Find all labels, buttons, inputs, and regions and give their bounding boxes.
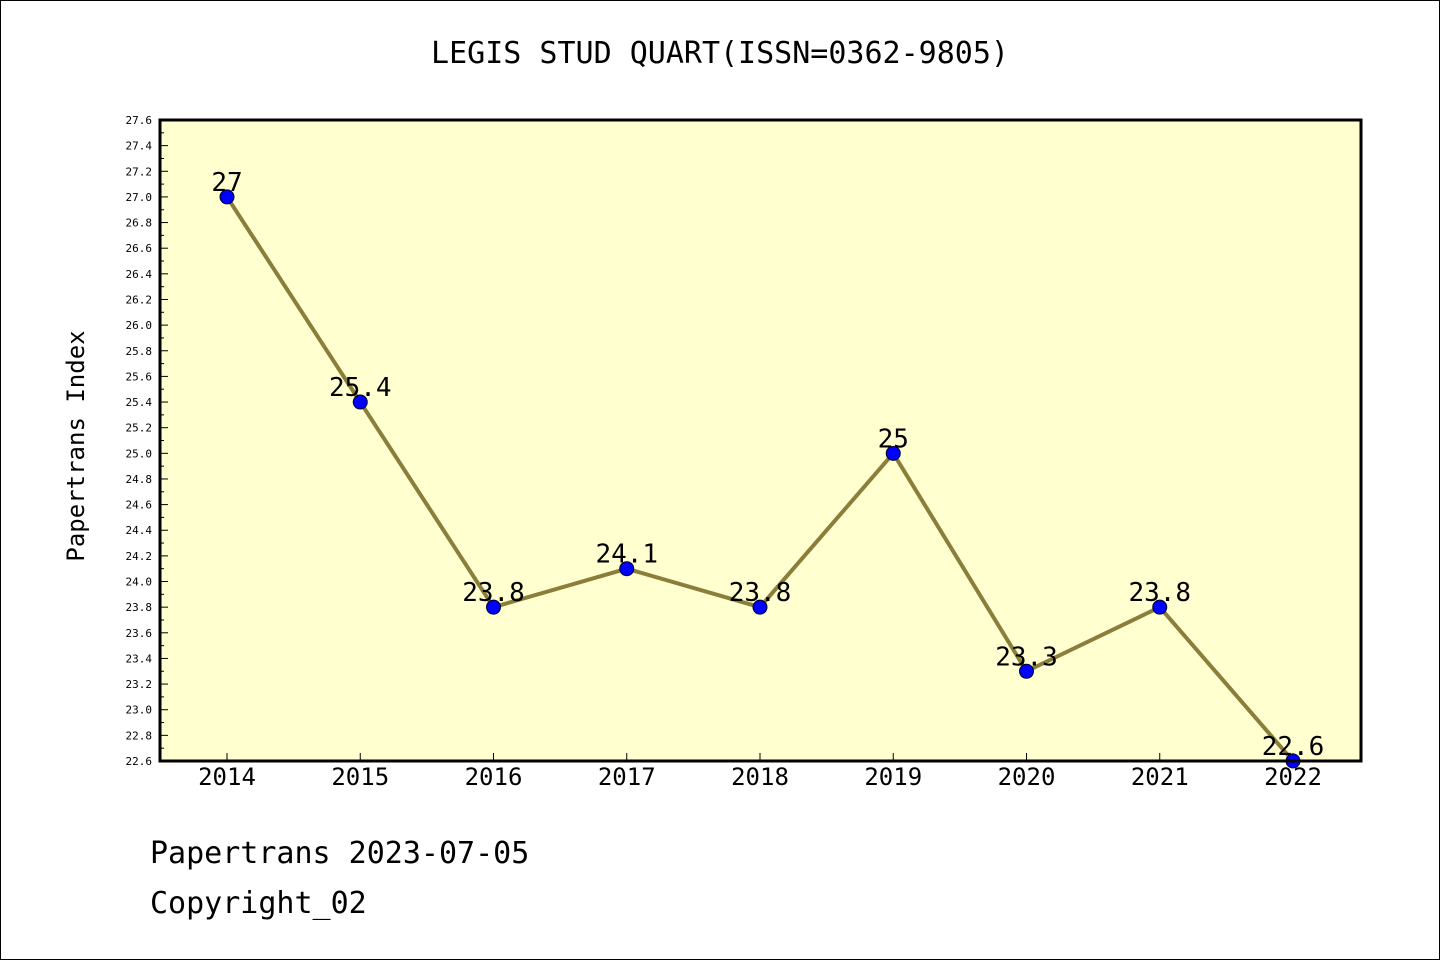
y-tick-label: 26.8 (126, 217, 153, 230)
y-tick-label: 24.0 (126, 576, 153, 589)
y-tick-label: 26.2 (126, 293, 153, 306)
y-tick-label: 22.6 (126, 755, 153, 768)
data-label: 25.4 (329, 373, 392, 403)
data-label: 23.8 (462, 578, 525, 608)
x-tick-label: 2021 (1131, 763, 1189, 791)
x-tick-label: 2017 (598, 763, 656, 791)
data-point (619, 561, 635, 577)
data-label: 25 (878, 424, 909, 454)
y-tick-label: 26.6 (126, 242, 153, 255)
y-tick-label: 25.8 (126, 345, 153, 358)
data-labels: 27 25.4 23.8 24.1 23.8 25 23.3 23.8 22.6 (211, 168, 1324, 762)
data-label: 27 (211, 168, 242, 198)
x-axis: 2014 2015 2016 2017 2018 2019 2020 2021 2022 (198, 753, 1322, 791)
y-tick-label: 24.2 (126, 550, 153, 563)
y-tick-label: 27.4 (126, 140, 153, 153)
data-point (219, 189, 235, 205)
footer-copyright: Copyright_02 (150, 886, 367, 921)
data-points (219, 189, 1301, 769)
data-point (486, 599, 501, 615)
y-tick-label: 26.0 (126, 319, 153, 332)
y-tick-label: 27.6 (126, 114, 153, 127)
data-point (1152, 599, 1168, 615)
y-tick-label: 26.4 (126, 268, 153, 281)
plot-border (158, 118, 1363, 763)
y-tick-label: 23.0 (126, 704, 153, 717)
y-tick-label: 22.8 (126, 729, 153, 742)
x-tick-label: 2020 (998, 763, 1056, 791)
data-label: 22.6 (1262, 732, 1325, 762)
y-axis-label: Papertrans Index (62, 330, 90, 561)
y-tick-label: 25.2 (126, 422, 153, 435)
chart-title: LEGIS STUD QUART(ISSN=0362-9805) (431, 36, 1009, 71)
y-tick-label: 23.8 (126, 601, 153, 614)
data-point (1019, 663, 1034, 679)
plot-area (160, 120, 1361, 761)
data-point (352, 394, 368, 410)
y-tick-label: 23.6 (126, 627, 153, 640)
data-label: 23.8 (729, 578, 792, 608)
y-tick-label: 27.0 (126, 191, 153, 204)
x-tick-label: 2016 (465, 763, 523, 791)
data-label: 23.8 (1128, 578, 1191, 608)
y-tick-label: 23.4 (126, 652, 153, 665)
data-label: 24.1 (595, 540, 658, 570)
y-tick-label: 24.8 (126, 473, 153, 486)
x-tick-label: 2014 (198, 763, 256, 791)
data-point (752, 599, 768, 615)
y-tick-label: 27.2 (126, 165, 153, 178)
data-label: 23.3 (995, 642, 1058, 672)
y-tick-label: 24.6 (126, 499, 153, 512)
y-tick-label: 23.2 (126, 678, 153, 691)
x-tick-label: 2015 (331, 763, 389, 791)
footer-date: Papertrans 2023-07-05 (150, 836, 530, 871)
y-axis: 22.6 22.8 23.0 23.2 23.4 23.6 23.8 24.0 24.2 24.4… (126, 114, 168, 768)
y-tick-label: 25.6 (126, 370, 153, 383)
data-point (885, 445, 901, 461)
x-tick-label: 2018 (731, 763, 789, 791)
y-tick-label: 24.4 (126, 524, 153, 537)
x-tick-label: 2019 (864, 763, 922, 791)
y-tick-label: 25.0 (126, 447, 153, 460)
y-tick-label: 25.4 (126, 396, 153, 409)
